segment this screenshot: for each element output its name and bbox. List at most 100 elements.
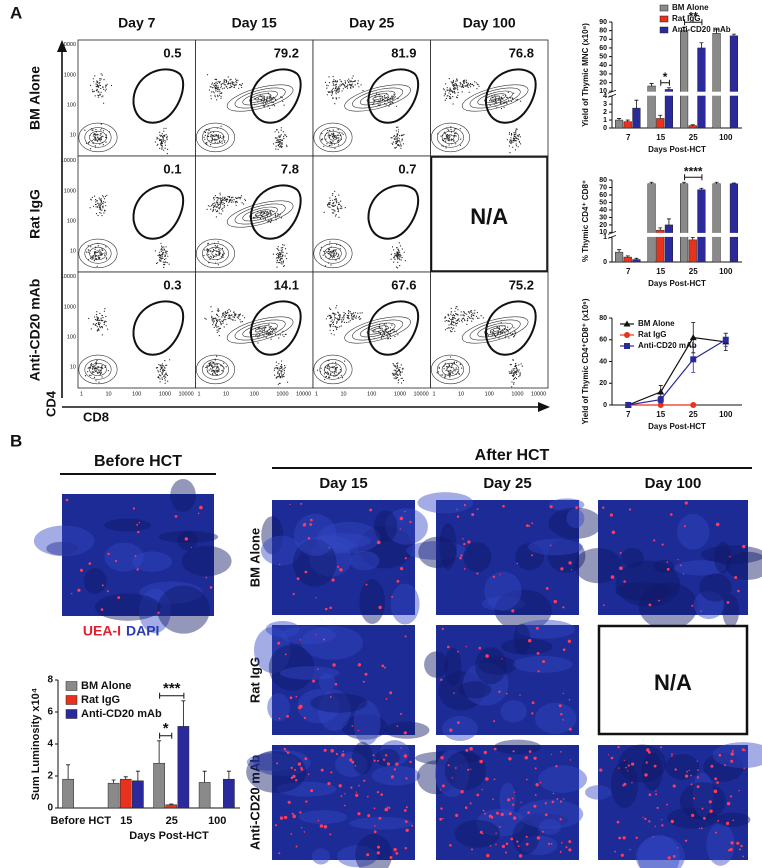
micrograph: [253, 621, 430, 746]
epithelial-stain: [611, 530, 616, 535]
contour: [484, 93, 507, 103]
flow-event: [327, 203, 329, 206]
flow-event: [218, 319, 220, 321]
flow-event: [211, 83, 213, 85]
epithelial-stain: [660, 746, 663, 749]
flow-event: [393, 261, 395, 263]
flow-event: [233, 86, 235, 89]
flow-event: [336, 255, 339, 257]
tissue-texture: [679, 782, 726, 820]
contour: [94, 366, 102, 373]
contour: [195, 122, 235, 153]
flow-event: [225, 84, 227, 86]
flow-event: [502, 94, 504, 96]
flow-event: [451, 321, 453, 323]
tissue-texture: [374, 510, 398, 543]
flow-event: [506, 96, 508, 98]
epithelial-stain: [661, 543, 664, 546]
flow-event: [280, 252, 282, 254]
flow-event: [166, 374, 169, 376]
epithelial-stain: [292, 592, 295, 596]
y-tick-label: 60: [599, 192, 607, 199]
flow-event: [465, 79, 467, 81]
flow-event: [232, 196, 234, 198]
flow-event: [216, 197, 219, 199]
flow-event: [445, 91, 447, 93]
y-tick-label: 30: [599, 71, 607, 78]
epithelial-stain: [602, 604, 605, 606]
flow-event: [158, 259, 160, 261]
flow-event: [286, 252, 288, 254]
flow-event: [500, 107, 503, 110]
epithelial-stain: [642, 816, 644, 818]
flow-event: [102, 144, 104, 146]
flow-event: [518, 364, 520, 366]
contour: [89, 130, 107, 145]
flow-event: [220, 256, 222, 258]
epithelial-stain: [327, 782, 331, 786]
flow-x-tick: 10: [340, 391, 346, 397]
tissue-texture: [475, 647, 507, 685]
flow-event: [447, 89, 449, 92]
flow-event: [268, 101, 270, 103]
flow-event: [467, 84, 469, 86]
flow-event: [90, 84, 92, 86]
contour: [201, 127, 229, 148]
flow-event: [161, 133, 163, 135]
flow-event: [219, 194, 221, 196]
y-tick-label: 80: [599, 177, 607, 184]
epithelial-stain: [329, 606, 333, 610]
flow-event: [88, 374, 91, 376]
flow-event: [455, 87, 457, 89]
flow-event: [95, 368, 97, 370]
flow-event: [518, 376, 520, 378]
contour: [206, 362, 225, 377]
flow-event: [163, 251, 165, 254]
flow-event: [450, 88, 452, 90]
epithelial-stain: [738, 848, 741, 851]
flow-event: [456, 306, 458, 308]
flow-event: [463, 311, 465, 313]
flow-event: [232, 319, 234, 321]
flow-event: [512, 141, 514, 143]
epithelial-stain: [489, 845, 492, 847]
flow-event: [215, 84, 217, 86]
flow-event: [96, 200, 98, 202]
point: [690, 402, 697, 408]
epithelial-stain: [377, 845, 380, 849]
flow-event: [508, 145, 510, 147]
flow-event: [466, 319, 468, 321]
flow-event: [327, 135, 329, 137]
flow-event: [278, 256, 281, 258]
flow-event: [330, 252, 332, 254]
flow-event: [215, 369, 217, 371]
flow-event: [95, 361, 97, 363]
flow-event: [221, 247, 224, 250]
flow-event: [451, 324, 453, 326]
flow-event: [453, 89, 455, 91]
tissue-texture: [46, 541, 78, 556]
flow-event: [228, 195, 230, 198]
epithelial-stain: [535, 626, 539, 630]
flow-event: [221, 142, 223, 144]
epithelial-stain: [476, 793, 480, 797]
contour: [324, 362, 342, 377]
flow-event: [395, 376, 397, 378]
flow-event: [244, 198, 246, 200]
epithelial-stain: [343, 804, 346, 807]
flow-event: [344, 80, 346, 82]
flow-event: [323, 145, 325, 147]
flow-event: [97, 328, 99, 331]
epithelial-stain: [279, 563, 281, 566]
error-bar: [714, 29, 719, 34]
flow-event: [162, 369, 164, 371]
flow-event: [103, 323, 105, 326]
flow-event: [266, 333, 268, 336]
flow-x-tick: 1: [315, 391, 318, 397]
flow-event: [341, 319, 343, 321]
flow-event: [463, 82, 465, 84]
epithelial-stain: [405, 777, 408, 780]
flow-event: [165, 140, 167, 142]
epithelial-stain: [619, 566, 623, 570]
flow-event: [455, 82, 457, 84]
